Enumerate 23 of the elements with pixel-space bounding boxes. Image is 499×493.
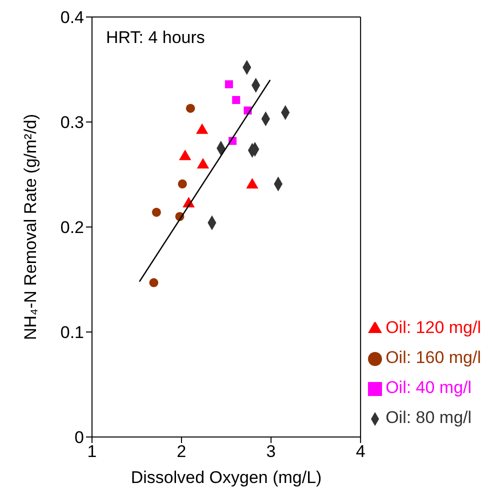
x-tick-label: 1 (87, 442, 97, 462)
y-axis-title: NH₄-N Removal Rate (g/m²/d) (21, 114, 40, 340)
legend-label: Oil: 120 mg/l (386, 318, 481, 337)
annotation: HRT: 4 hours (106, 28, 205, 48)
point (232, 96, 240, 104)
point (149, 278, 158, 288)
y-tick-label: 0.1 (60, 323, 84, 342)
legend-label: Oil: 160 mg/l (386, 348, 481, 367)
point (178, 179, 187, 188)
point (152, 208, 161, 217)
legend-label: Oil: 80 mg/l (386, 408, 472, 427)
legend-label: Oil: 40 mg/l (386, 378, 472, 397)
point (224, 80, 233, 88)
y-tick-label: 0.4 (60, 8, 84, 28)
point (196, 158, 210, 169)
y-tick-label: 0 (74, 428, 84, 448)
x-tick-label: 2 (176, 442, 186, 462)
x-axis-title: Dissolved Oxygen (mg/L) (130, 468, 322, 487)
x-tick-label: 3 (266, 442, 276, 462)
x-tick-label: 4 (356, 442, 366, 462)
y-tick-label: 0.2 (60, 218, 84, 238)
y-tick-label: 0.3 (60, 113, 84, 132)
point (186, 104, 195, 113)
